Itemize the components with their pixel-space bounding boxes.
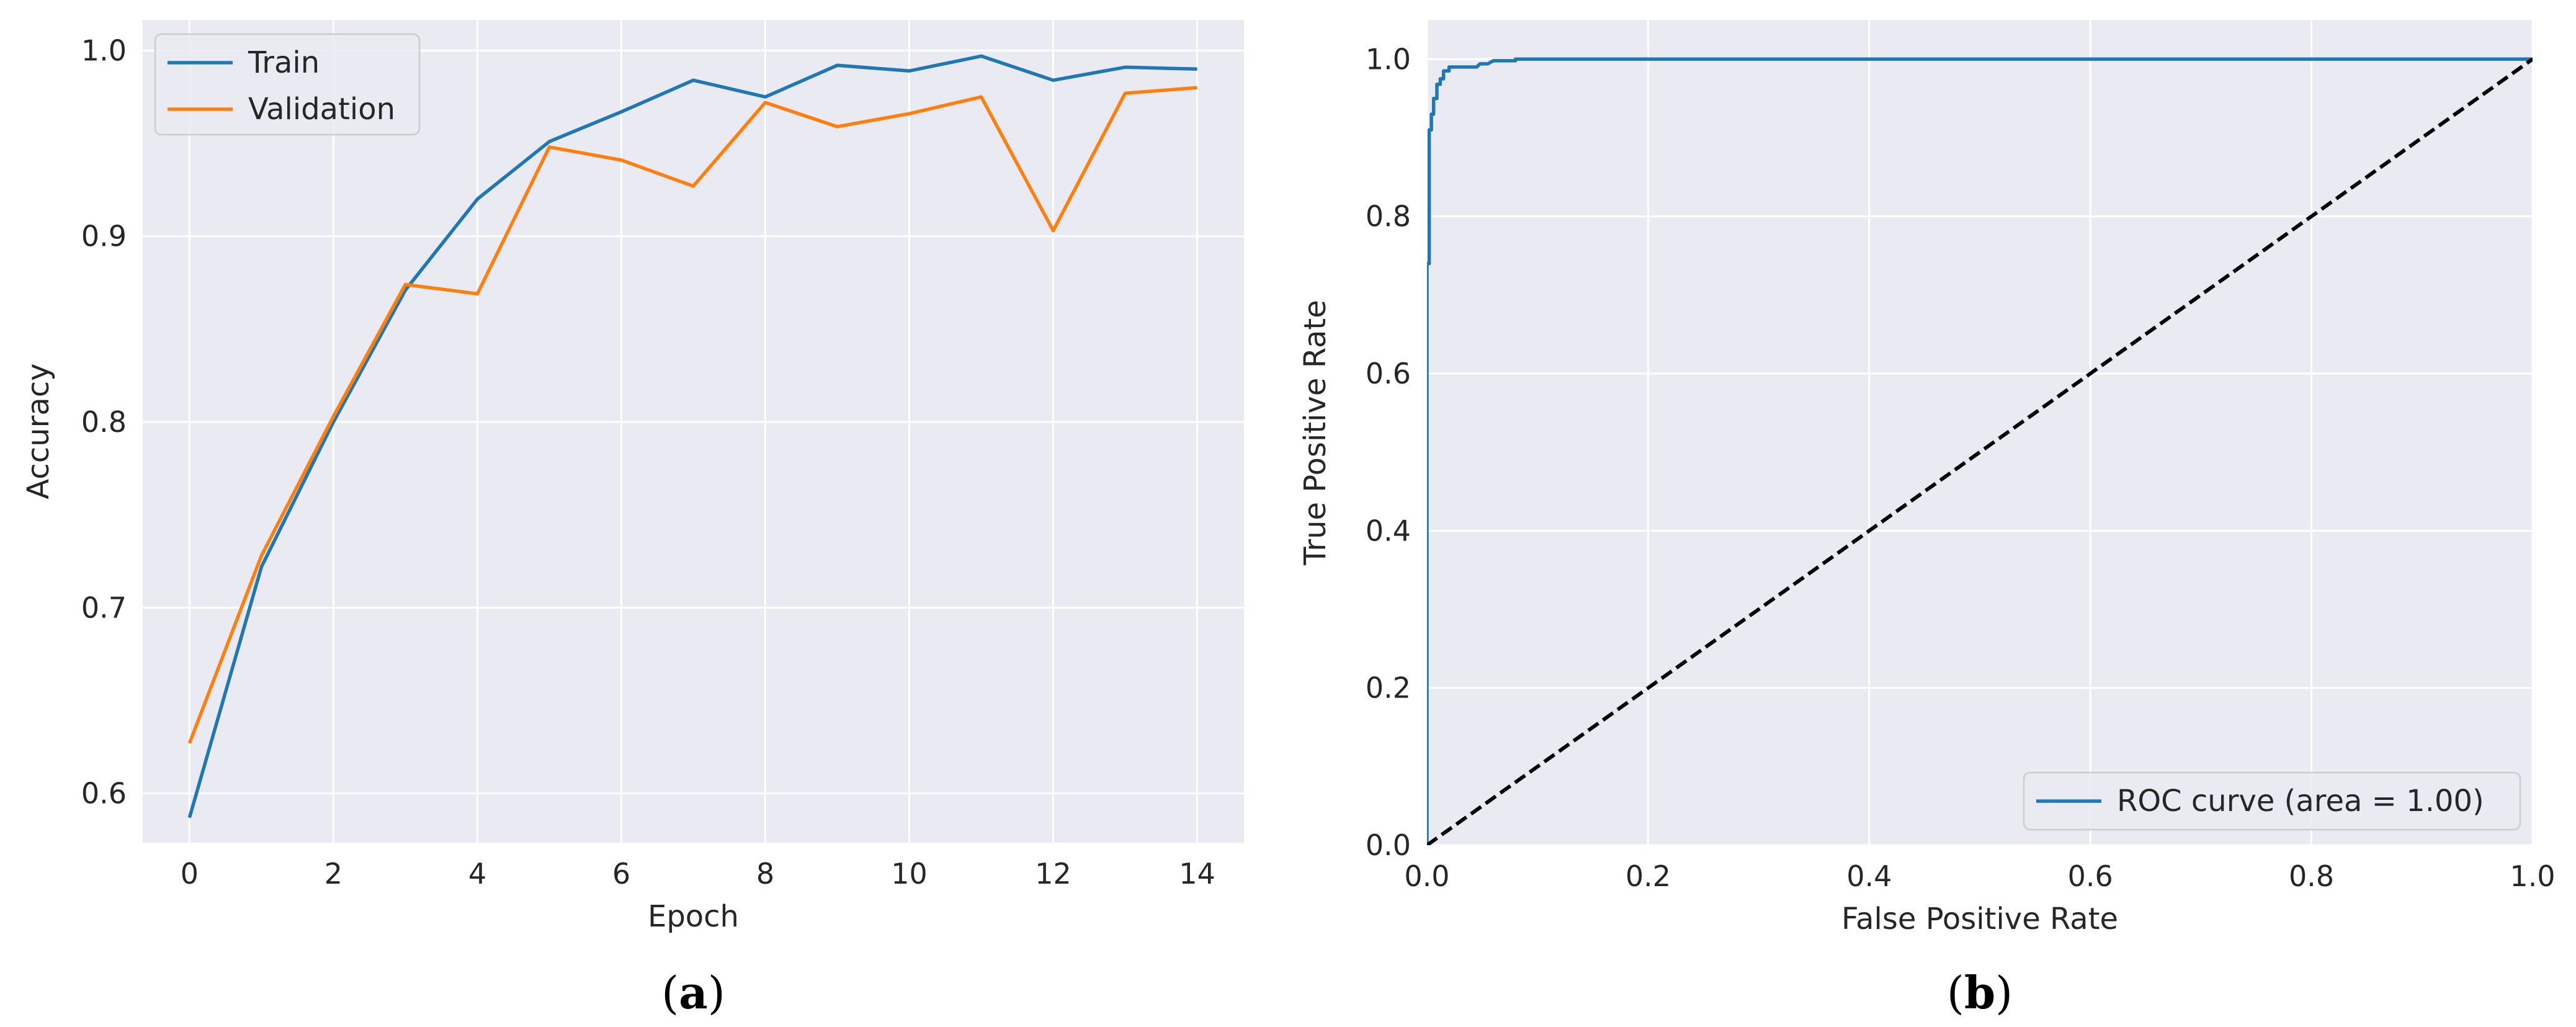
panel-caption: (b) — [1947, 966, 2013, 1019]
x-tick-label: 0.2 — [1626, 859, 1671, 893]
panel-a-accuracy-chart: 0 2 4 6 8 10 12 14 0.6 0.7 0.8 0.9 1.0 Epoch Accuracy T… — [21, 20, 1244, 1019]
x-tick-label: 0.8 — [2289, 859, 2334, 893]
legend-label: ROC curve (area = 1.00) — [2117, 784, 2484, 818]
x-tick-label: 12 — [1035, 857, 1071, 890]
x-tick-label: 10 — [891, 857, 928, 890]
y-tick-label: 0.6 — [1366, 357, 1411, 390]
plot-area — [143, 20, 1244, 843]
series-line-roc-curve-area-1-00 — [1427, 57, 2533, 845]
y-tick-label: 0.8 — [1366, 200, 1411, 233]
x-axis-label: Epoch — [648, 899, 739, 934]
x-tick-label: 0 — [181, 857, 199, 890]
x-tick-label: 14 — [1179, 857, 1215, 890]
x-tick-label: 0.4 — [1846, 859, 1892, 893]
x-tick-label: 2 — [324, 857, 342, 890]
plot-area — [1427, 20, 2533, 845]
legend-label: Train — [248, 45, 320, 80]
series-line-train — [187, 54, 1197, 818]
legend-label: Validation — [248, 92, 395, 127]
y-tick-label: 0.9 — [81, 220, 127, 253]
y-tick-label: 0.2 — [1366, 671, 1411, 705]
y-tick-label: 0.4 — [1366, 514, 1411, 547]
x-tick-label: 0.6 — [2068, 859, 2113, 893]
y-tick-label: 0.6 — [81, 777, 127, 810]
x-axis-label: False Positive Rate — [1841, 902, 2118, 936]
x-tick-label: 6 — [612, 857, 630, 890]
y-tick-label: 0.7 — [81, 591, 127, 624]
y-tick-label: 1.0 — [81, 34, 127, 67]
chance-diagonal-line — [1427, 57, 2533, 845]
y-tick-label: 1.0 — [1366, 42, 1411, 76]
y-axis-label: Accuracy — [21, 363, 56, 499]
panel-caption: (a) — [661, 966, 725, 1019]
series-line-validation — [187, 86, 1197, 744]
x-tick-label: 1.0 — [2510, 859, 2555, 893]
x-tick-label: 0.0 — [1404, 859, 1449, 893]
x-tick-label: 4 — [468, 857, 486, 890]
panel-b-roc-chart: 0.0 0.2 0.4 0.6 0.8 1.0 0.0 0.2 0.4 0.6 0.8 1.0 Fals… — [1298, 20, 2556, 1019]
legend-box — [2023, 771, 2521, 831]
y-tick-label: 0.0 — [1366, 828, 1411, 862]
y-tick-label: 0.8 — [81, 405, 127, 439]
y-axis-label: True Positive Rate — [1298, 300, 1333, 566]
x-tick-label: 8 — [756, 857, 774, 890]
